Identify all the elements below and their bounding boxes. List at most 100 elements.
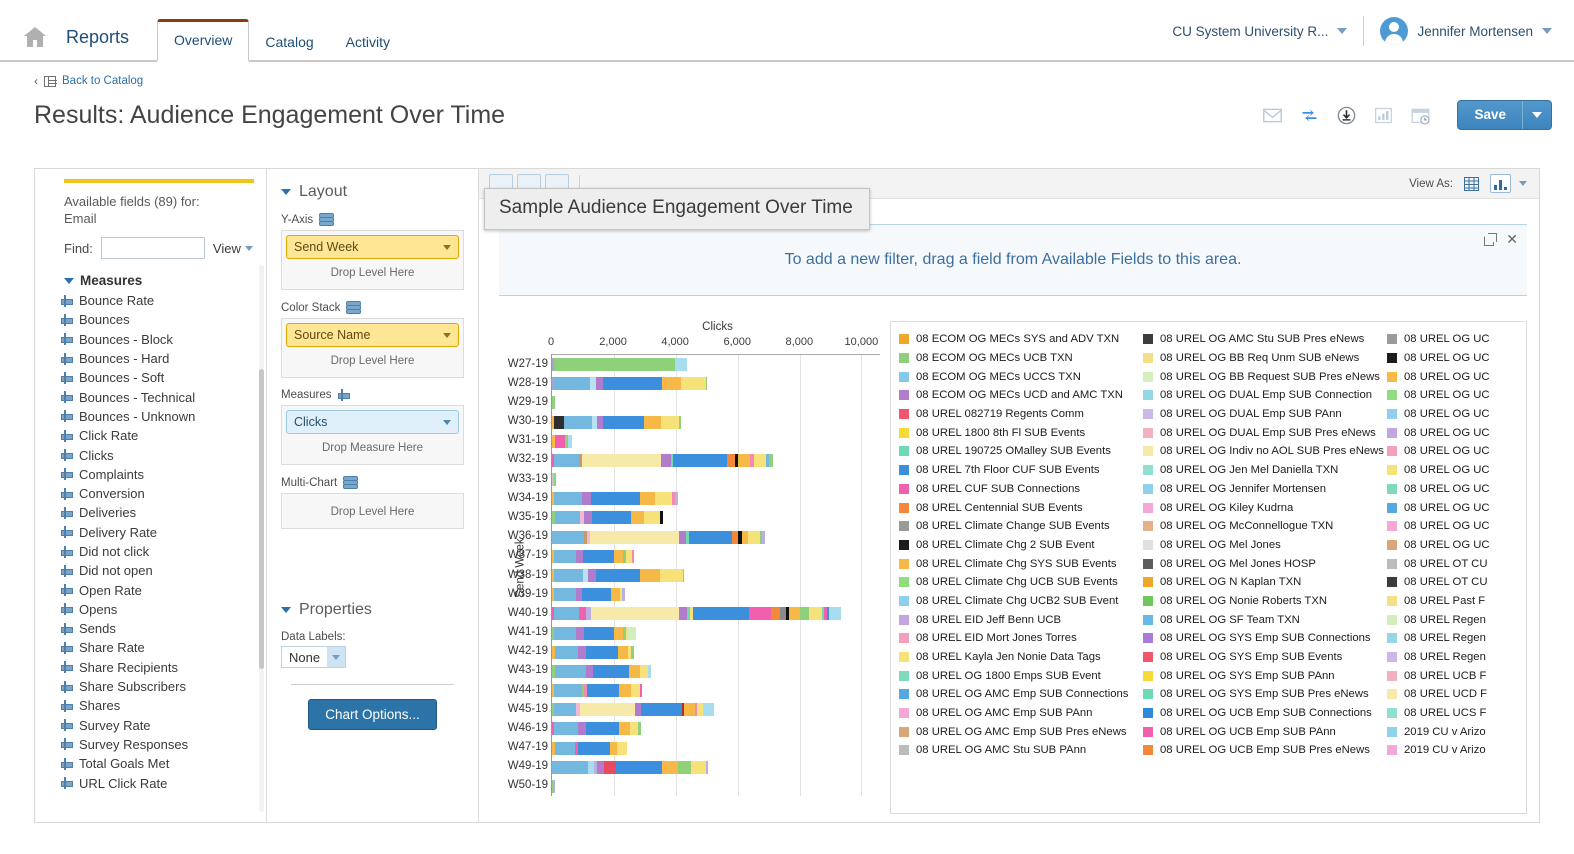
chart-bar-segment[interactable] <box>694 703 698 717</box>
legend-item[interactable]: 08 UREL OG SYS Emp SUB Pres eNews <box>1143 685 1387 704</box>
share-icon[interactable] <box>1299 105 1320 126</box>
legend-item[interactable]: 08 UREL OG UC <box>1387 367 1526 386</box>
chart-bar-segment[interactable] <box>552 511 555 525</box>
expand-icon[interactable] <box>1484 232 1498 246</box>
colorstack-field-pill[interactable]: Source Name <box>286 323 459 347</box>
chart-bar-segment[interactable] <box>552 722 555 736</box>
measure-field-item[interactable]: Share Rate <box>61 638 266 657</box>
legend-item[interactable]: 08 UREL 190725 OMalley SUB Events <box>899 442 1143 461</box>
chart-bar-segment[interactable] <box>552 434 555 448</box>
measure-field-item[interactable]: Survey Responses <box>61 735 266 754</box>
legend-item[interactable]: 08 UREL OG UC <box>1387 330 1526 349</box>
legend-item[interactable]: 08 UREL Past F <box>1387 592 1526 611</box>
chart-bar-segment[interactable] <box>597 760 605 774</box>
chart-bar[interactable] <box>552 645 634 659</box>
chart-bar[interactable] <box>552 569 685 582</box>
chart-bar[interactable] <box>552 415 681 429</box>
legend-item[interactable]: 08 UREL UCD F <box>1387 685 1526 704</box>
chart-bar-segment[interactable] <box>732 530 739 544</box>
chart-bar-segment[interactable] <box>630 645 634 659</box>
legend-item[interactable]: 08 UREL OG N Kaplan TXN <box>1143 573 1387 592</box>
chart-bar-segment[interactable] <box>681 377 706 391</box>
measure-field-item[interactable]: Share Subscribers <box>61 677 266 696</box>
measures-drop-zone[interactable]: Clicks Drop Measure Here <box>281 405 464 465</box>
legend-item[interactable]: 08 UREL OG UC <box>1387 517 1526 536</box>
chart-bar-segment[interactable] <box>640 684 643 698</box>
chart-bar-segment[interactable] <box>575 588 583 602</box>
chart-bar-segment[interactable] <box>770 607 780 621</box>
legend-item[interactable]: 08 UREL UCB F <box>1387 666 1526 685</box>
measure-field-item[interactable]: Bounces - Hard <box>61 349 266 368</box>
chart-bar-segment[interactable] <box>552 415 554 429</box>
chart-bar-segment[interactable] <box>575 703 580 717</box>
legend-item[interactable]: 08 UREL OG AMC Emp SUB Connections <box>899 685 1143 704</box>
chart-bar[interactable] <box>552 741 628 755</box>
measure-field-item[interactable]: Bounces - Soft <box>61 368 266 387</box>
measure-field-item[interactable]: Conversion <box>61 484 266 503</box>
chart-bar-segment[interactable] <box>768 453 774 467</box>
chart-bar-segment[interactable] <box>554 569 583 582</box>
chart-bar-segment[interactable] <box>552 703 554 717</box>
chart-bar-segment[interactable] <box>630 684 641 698</box>
chart-bar[interactable] <box>552 722 642 736</box>
chart-bar-segment[interactable] <box>706 760 709 774</box>
chart-bar-segment[interactable] <box>734 453 738 467</box>
yaxis-field-pill[interactable]: Send Week <box>286 235 459 259</box>
download-icon[interactable] <box>1336 105 1357 126</box>
chart-bar-segment[interactable] <box>554 722 579 736</box>
legend-item[interactable]: 08 UREL Climate Chg 2 SUB Event <box>899 536 1143 555</box>
legend-item[interactable]: 08 UREL OG DUAL Emp SUB Connection <box>1143 386 1387 405</box>
chart-bar-segment[interactable] <box>799 607 809 621</box>
chart-bar-segment[interactable] <box>622 588 625 602</box>
chart-bar-segment[interactable] <box>586 722 620 736</box>
multichart-drop-zone[interactable]: Drop Level Here <box>281 493 464 529</box>
data-labels-select[interactable]: None <box>281 646 347 668</box>
chart-bar-segment[interactable] <box>749 453 754 467</box>
chart-bar-segment[interactable] <box>554 473 556 487</box>
chart-bar-segment[interactable] <box>762 530 765 544</box>
chart-bar-segment[interactable] <box>629 664 641 678</box>
legend-item[interactable]: 08 UREL OG UC <box>1387 536 1526 555</box>
measure-field-item[interactable]: Complaints <box>61 465 266 484</box>
legend-item[interactable]: 08 UREL EID Mort Jones Torres <box>899 629 1143 648</box>
legend-item[interactable]: 08 UREL CUF SUB Connections <box>899 480 1143 499</box>
yaxis-drop-zone[interactable]: Send Week Drop Level Here <box>281 230 464 290</box>
measure-field-item[interactable]: Bounces - Technical <box>61 387 266 406</box>
filter-drop-zone[interactable]: To add a new filter, drag a field from A… <box>499 224 1527 296</box>
chart-bar-segment[interactable] <box>584 684 587 698</box>
chart-bar-segment[interactable] <box>591 511 631 525</box>
chart-bar-segment[interactable] <box>552 760 589 774</box>
chart-bar-segment[interactable] <box>737 453 750 467</box>
chart-bar-segment[interactable] <box>661 377 682 391</box>
back-to-catalog-link[interactable]: Back to Catalog <box>62 75 144 87</box>
chart-bar[interactable] <box>552 396 556 410</box>
chart-bar-segment[interactable] <box>552 607 555 621</box>
chart-bar-segment[interactable] <box>640 569 661 582</box>
chart-bar-segment[interactable] <box>590 377 596 391</box>
chart-bar-segment[interactable] <box>584 511 592 525</box>
chart-bar-segment[interactable] <box>552 492 555 506</box>
envelope-icon[interactable] <box>1262 105 1283 126</box>
legend-item[interactable]: 08 UREL EID Jeff Benn UCB <box>899 610 1143 629</box>
chart-bar-segment[interactable] <box>697 703 703 717</box>
chart-bar-segment[interactable] <box>619 722 630 736</box>
measure-field-item[interactable]: Opens <box>61 600 266 619</box>
save-button[interactable]: Save <box>1457 100 1552 130</box>
chart-bar-segment[interactable] <box>631 549 634 563</box>
chart-bar-segment[interactable] <box>749 607 771 621</box>
legend-item[interactable]: 08 UREL OG 1800 Emps SUB Event <box>899 666 1143 685</box>
chart-bar-segment[interactable] <box>678 530 687 544</box>
tab-overview[interactable]: Overview <box>157 19 250 62</box>
legend-item[interactable]: 08 UREL OG Nonie Roberts TXN <box>1143 592 1387 611</box>
chart-bar-segment[interactable] <box>596 415 604 429</box>
measure-field-item[interactable]: Bounces <box>61 310 266 329</box>
chart-bar-segment[interactable] <box>616 741 628 755</box>
chart-bar-segment[interactable] <box>586 607 592 621</box>
chart-bar-segment[interactable] <box>553 588 576 602</box>
chart-bar-segment[interactable] <box>681 703 685 717</box>
chart-bar-segment[interactable] <box>747 530 761 544</box>
chart-bar-segment[interactable] <box>591 607 680 621</box>
measure-field-item[interactable]: Survey Rate <box>61 716 266 735</box>
chart-bar-segment[interactable] <box>586 530 591 544</box>
chart-bar-segment[interactable] <box>552 549 554 563</box>
